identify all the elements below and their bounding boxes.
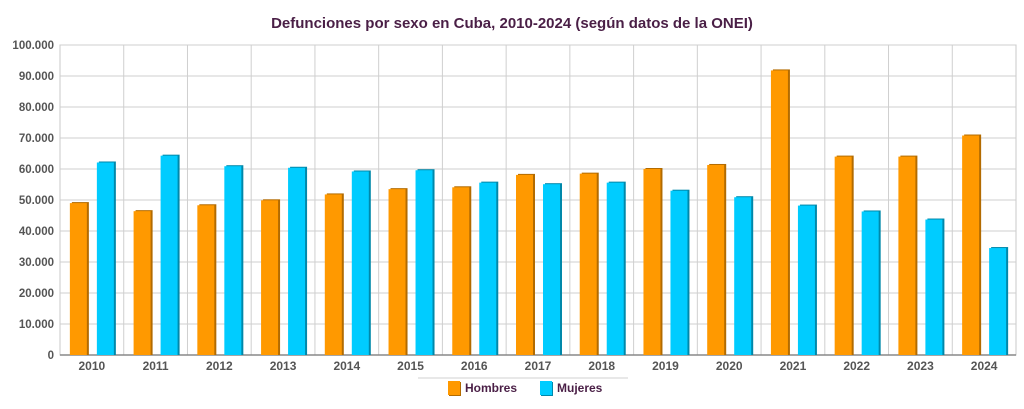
x-tick-label: 2017	[525, 359, 552, 373]
x-tick-label: 2022	[843, 359, 870, 373]
grid	[59, 44, 1017, 356]
bar	[670, 190, 688, 355]
bar-mujeres-2022	[861, 210, 881, 355]
bar-mujeres-2019	[670, 189, 690, 355]
bar-mujeres-2018	[606, 181, 626, 355]
y-tick-label: 20.000	[19, 288, 54, 300]
bar	[351, 171, 369, 355]
bar	[288, 167, 306, 355]
y-tick-label: 70.000	[19, 133, 54, 145]
x-tick-label: 2014	[333, 359, 360, 373]
bar	[797, 205, 815, 355]
y-tick-label: 80.000	[19, 102, 54, 114]
legend-swatch	[448, 381, 460, 395]
bar	[452, 187, 470, 355]
bar-hombres-2019	[643, 168, 663, 355]
x-tick-label: 2020	[716, 359, 743, 373]
bar	[579, 173, 597, 355]
legend-item-hombres: Hombres	[448, 381, 517, 396]
x-tick-label: 2015	[397, 359, 424, 373]
bar-hombres-2023	[898, 155, 918, 355]
bar	[479, 182, 497, 355]
bar-mujeres-2023	[925, 218, 945, 355]
bar-hombres-2014	[324, 193, 344, 355]
bar	[707, 164, 725, 355]
bar	[925, 219, 943, 355]
bar-hombres-2018	[579, 172, 599, 355]
y-tick-label: 0	[48, 350, 54, 362]
bar-hombres-2017	[516, 173, 535, 355]
legend: Hombres Mujeres	[418, 377, 628, 396]
legend-label: Mujeres	[557, 381, 603, 395]
bar	[388, 189, 406, 355]
bar-mujeres-2013	[288, 166, 308, 355]
bar-hombres-2016	[452, 186, 472, 355]
y-axis: 0 10.000 20.000 30.000 40.000 50.000 60.000 70.…	[12, 40, 54, 362]
x-tick-label: 2010	[79, 359, 106, 373]
x-tick-label: 2013	[270, 359, 297, 373]
bar	[734, 197, 752, 355]
bar	[415, 170, 433, 355]
bar	[133, 211, 151, 355]
y-tick-label: 50.000	[19, 195, 54, 207]
y-tick-label: 90.000	[19, 71, 54, 83]
bar	[606, 182, 624, 355]
bar-hombres-2020	[707, 163, 727, 355]
bar	[989, 248, 1007, 355]
x-tick-label: 2018	[588, 359, 615, 373]
bar-mujeres-2020	[734, 196, 754, 355]
bar	[160, 155, 178, 355]
bar-mujeres-2015	[415, 169, 435, 355]
bar	[516, 174, 533, 355]
legend-label: Hombres	[465, 381, 517, 395]
bar	[69, 203, 87, 355]
bar	[197, 205, 215, 355]
x-tick-label: 2019	[652, 359, 679, 373]
chart-title: Defunciones por sexo en Cuba, 2010-2024 …	[271, 15, 753, 32]
legend-swatch	[540, 381, 552, 395]
y-tick-label: 100.000	[12, 40, 54, 52]
bar	[770, 70, 788, 356]
bar-hombres-2011	[133, 210, 153, 355]
bar-hombres-2024	[962, 134, 982, 355]
bar	[898, 156, 916, 355]
bar-mujeres-2017	[543, 183, 562, 355]
bar	[861, 211, 879, 355]
legend-item-mujeres: Mujeres	[540, 381, 603, 396]
bar-hombres-2010	[69, 202, 89, 355]
bar-hombres-2012	[197, 204, 217, 355]
bar-hombres-2013	[261, 199, 281, 355]
bar	[543, 184, 560, 355]
y-tick-label: 40.000	[19, 226, 54, 238]
bar	[261, 200, 279, 355]
bar	[324, 194, 342, 355]
y-tick-label: 10.000	[19, 319, 54, 331]
x-tick-label: 2012	[206, 359, 233, 373]
x-tick-label: 2023	[907, 359, 934, 373]
bar	[643, 169, 661, 355]
bar-hombres-2015	[388, 188, 408, 355]
bar	[224, 166, 242, 355]
bar-mujeres-2016	[479, 181, 499, 355]
bar-mujeres-2024	[989, 247, 1009, 355]
bar-mujeres-2014	[351, 170, 371, 355]
bar-mujeres-2021	[797, 204, 817, 355]
bar-mujeres-2011	[160, 154, 180, 355]
y-tick-label: 30.000	[19, 257, 54, 269]
bar-mujeres-2012	[224, 165, 244, 355]
y-tick-label: 60.000	[19, 164, 54, 176]
x-tick-label: 2021	[780, 359, 807, 373]
bar-hombres-2022	[834, 155, 854, 355]
x-tick-label: 2024	[971, 359, 998, 373]
bar	[962, 135, 980, 355]
bar	[96, 162, 114, 355]
x-axis: 2010 2011 2012 2013 2014 2015 2016 2017 2018 2019…	[60, 354, 1016, 373]
bars	[69, 69, 1009, 356]
bar	[834, 156, 852, 355]
bar-mujeres-2010	[96, 161, 116, 355]
bar-hombres-2021	[770, 69, 790, 356]
x-tick-label: 2016	[461, 359, 488, 373]
x-tick-label: 2011	[143, 359, 169, 373]
